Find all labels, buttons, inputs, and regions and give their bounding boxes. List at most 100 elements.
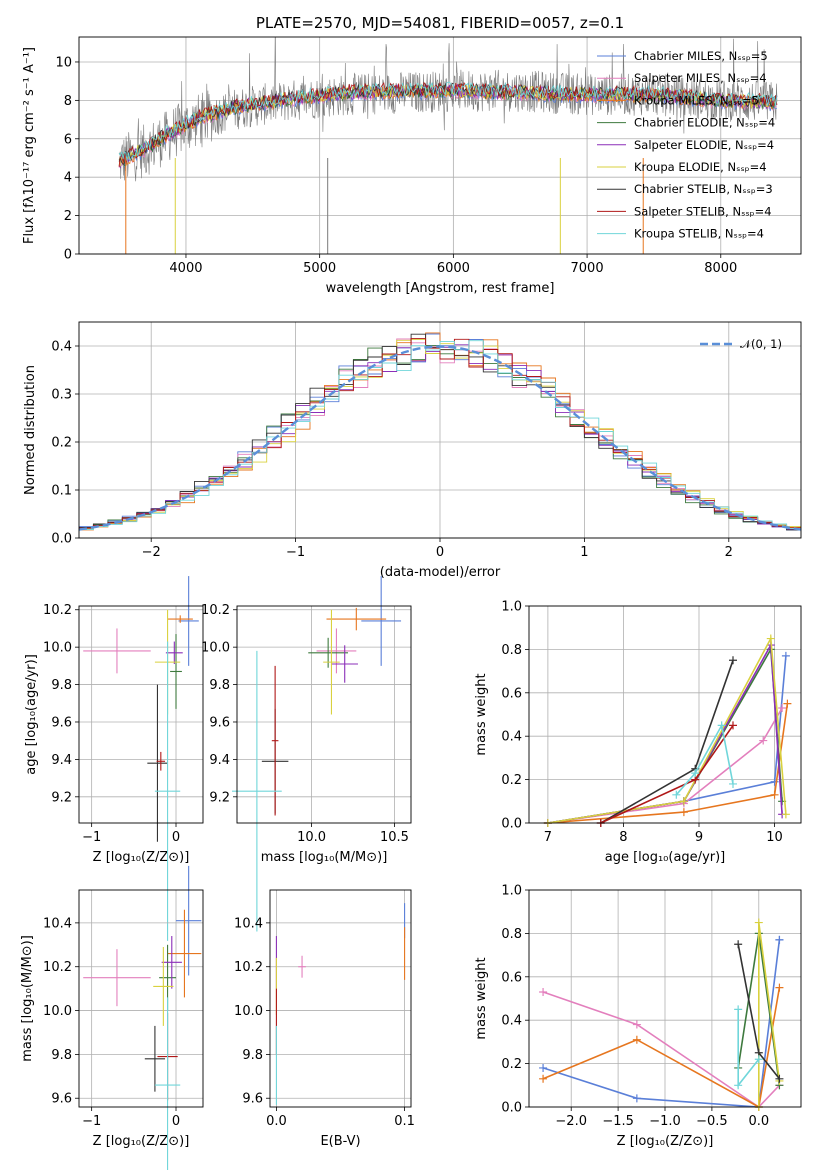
weight-marker	[539, 1063, 548, 1072]
tick-label-x: 7000	[571, 261, 604, 276]
weight-line	[547, 707, 783, 824]
tick-label-y: 0.2	[501, 1057, 522, 1072]
tick-label-x: 8	[619, 830, 627, 845]
legend-label: Chabrier MILES, Nₛₛₚ=5	[634, 49, 768, 63]
weight-marker	[729, 721, 737, 730]
weight-marker	[783, 699, 792, 708]
tick-label-y: 9.6	[51, 1092, 72, 1107]
tick-label-x: 0	[172, 830, 180, 845]
weight-line	[547, 642, 783, 824]
data-point	[316, 628, 357, 674]
legend-label: 𝒩(0, 1)	[740, 337, 782, 351]
data-point	[153, 946, 174, 1026]
weight-line	[547, 635, 787, 824]
tick-label-y: 0.8	[501, 643, 522, 658]
tick-label-y: 9.8	[209, 678, 230, 693]
data-point	[176, 865, 202, 976]
weight-marker	[717, 721, 726, 730]
tick-label-y: 9.2	[51, 790, 72, 805]
tick-label-y: 0.6	[501, 686, 522, 701]
weight-marker	[770, 790, 779, 799]
weight-marker	[781, 810, 790, 819]
tick-label-y: 2	[64, 209, 72, 224]
weight-marker	[539, 987, 548, 996]
tick-label-y: 0.4	[501, 730, 522, 745]
legend-label: Kroupa ELODIE, Nₛₛₚ=4	[634, 160, 767, 174]
x-axis-label: (data-model)/error	[380, 565, 501, 580]
tick-label-y: 8	[64, 94, 72, 109]
tick-label-y: 0.1	[51, 484, 72, 499]
panel-age-vs-Z: −1 0 9.2 9.4 9.6 9.8 10.0 10.2 Z [log₁₀(Z/Z⊙)] ag…	[24, 576, 204, 941]
data-point	[156, 751, 166, 771]
y-axis-label: mass weight	[474, 957, 489, 1039]
data-point	[167, 615, 193, 623]
tick-label-x: 10.0	[297, 830, 326, 845]
y-axis-label: Flux [fλ10⁻¹⁷ erg cm⁻² s⁻¹ A⁻¹]	[22, 47, 37, 244]
weight-marker	[775, 1074, 784, 1083]
tick-label-x: −0.5	[696, 1114, 728, 1129]
plot-frame	[528, 605, 802, 824]
tick-label-y: 9.8	[51, 1048, 72, 1063]
weight-line	[542, 939, 781, 1108]
data-point	[298, 955, 306, 978]
legend-label: Chabrier ELODIE, Nₛₛₚ=4	[634, 116, 775, 130]
legend-label: Chabrier STELIB, Nₛₛₚ=3	[634, 182, 773, 196]
y-axis-label: mass weight	[474, 673, 489, 755]
tick-label-x: 2	[725, 545, 733, 560]
tick-label-x: 6000	[437, 261, 470, 276]
tick-label-x: −2	[142, 545, 161, 560]
weight-series	[734, 940, 784, 1083]
data-point	[154, 641, 181, 941]
tick-label-x: 7	[544, 830, 552, 845]
tick-label-y: 1.0	[501, 884, 522, 899]
data-point	[161, 936, 182, 989]
data-point	[83, 949, 151, 1007]
tick-label-y: 0.8	[501, 927, 522, 942]
weight-marker	[632, 1094, 641, 1103]
data-point	[326, 607, 387, 631]
panel-spectrum: 4000 5000 6000 7000 8000 0 2 4 6 8 10 wavelength [A…	[22, 14, 802, 296]
plot-frame	[528, 889, 802, 1108]
weight-series	[672, 721, 737, 799]
weight-series	[543, 634, 790, 827]
tick-label-x: −1	[286, 545, 305, 560]
weight-marker	[734, 1005, 743, 1014]
weight-marker	[781, 651, 790, 660]
weight-marker	[729, 779, 737, 788]
plot-frame	[78, 605, 204, 824]
panel-mass-weight-vs-Z: −2.0 −1.5 −1.0 −0.5 0.0 0.0 0.2 0.4 0.6 0.8 1.0 Z […	[474, 884, 802, 1149]
panel-age-vs-mass: 10.0 10.5 9.2 9.4 9.6 9.8 10.0 10.2 mass [log₁₀(…	[201, 576, 412, 932]
x-axis-label: E(B-V)	[320, 1134, 360, 1149]
weight-series	[539, 987, 784, 1111]
data-point	[232, 650, 282, 932]
tick-label-x: 1	[580, 545, 588, 560]
tick-label-x: −1	[82, 1114, 101, 1129]
tick-label-y: 10.0	[43, 641, 72, 656]
plot-frame	[78, 36, 802, 255]
tick-label-x: −1	[82, 830, 101, 845]
weight-marker	[775, 935, 784, 944]
weight-marker	[734, 940, 743, 949]
weight-marker	[729, 656, 737, 665]
legend-label: Salpeter STELIB, Nₛₛₚ=4	[634, 204, 772, 218]
data-point	[147, 684, 168, 842]
legend-label: Salpeter ELODIE, Nₛₛₚ=4	[634, 138, 774, 152]
data-point	[308, 637, 349, 668]
tick-label-y: 10.2	[234, 960, 263, 975]
tick-label-x: 0.0	[266, 1114, 287, 1129]
weight-marker	[632, 1035, 641, 1044]
data-point	[361, 576, 402, 666]
tick-label-x: −2.0	[555, 1114, 587, 1129]
model-spectrum-line	[118, 81, 778, 167]
y-axis-label: Normed distribution	[23, 365, 38, 495]
weight-marker	[759, 736, 768, 745]
weight-line	[542, 991, 780, 1109]
tick-label-y: 9.6	[51, 715, 72, 730]
tick-label-y: 9.6	[209, 715, 230, 730]
tick-label-y: 10.2	[43, 603, 72, 618]
tick-label-x: −1.0	[649, 1114, 681, 1129]
plot-frame	[78, 889, 204, 1108]
tick-label-y: 0.0	[51, 532, 72, 547]
data-point	[331, 645, 358, 683]
x-axis-label: wavelength [Angstrom, rest frame]	[326, 281, 555, 296]
